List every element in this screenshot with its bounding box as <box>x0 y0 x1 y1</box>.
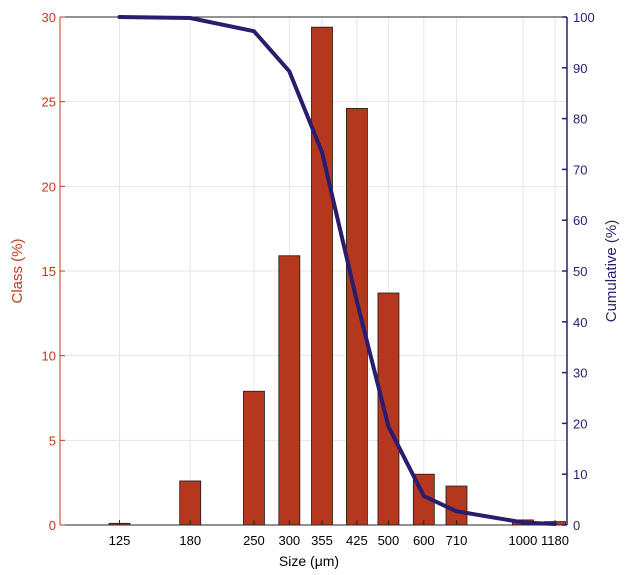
right-y-axis-label: Cumulative (%) <box>603 220 620 323</box>
bar-710 <box>446 486 467 525</box>
left-tick-label-10: 10 <box>42 349 56 364</box>
bar-355 <box>311 27 332 525</box>
x-tick-label-710: 710 <box>446 533 468 548</box>
x-tick-label-250: 250 <box>243 533 265 548</box>
right-tick-label-50: 50 <box>573 264 587 279</box>
x-tick-label-300: 300 <box>278 533 300 548</box>
x-tick-label-125: 125 <box>109 533 131 548</box>
x-tick-label-180: 180 <box>179 533 201 548</box>
right-tick-label-80: 80 <box>573 112 587 127</box>
x-tick-label-355: 355 <box>311 533 333 548</box>
left-tick-label-15: 15 <box>42 264 56 279</box>
cumulative-line-series <box>119 17 555 524</box>
x-tick-label-1000: 1000 <box>508 533 537 548</box>
left-tick-label-25: 25 <box>42 95 56 110</box>
left-y-axis-label: Class (%) <box>9 238 26 303</box>
bar-180 <box>180 481 201 525</box>
right-tick-label-10: 10 <box>573 467 587 482</box>
left-tick-label-30: 30 <box>42 10 56 25</box>
x-tick-label-500: 500 <box>378 533 400 548</box>
x-tick-label-1180: 1180 <box>541 533 569 548</box>
right-tick-label-100: 100 <box>573 10 595 25</box>
x-tick-label-600: 600 <box>413 533 435 548</box>
left-tick-label-5: 5 <box>49 433 56 448</box>
right-tick-label-30: 30 <box>573 366 587 381</box>
right-y-axis: 0 10 20 30 40 50 60 70 80 90 100 <box>562 10 595 533</box>
right-tick-label-60: 60 <box>573 213 587 228</box>
right-tick-label-20: 20 <box>573 416 587 431</box>
right-tick-label-90: 90 <box>573 61 587 76</box>
bar-300 <box>279 256 300 525</box>
bar-500 <box>378 293 399 525</box>
right-tick-label-40: 40 <box>573 315 587 330</box>
x-axis: 125 180 250 300 355 425 500 600 710 1000 1180 <box>109 520 569 548</box>
left-tick-label-20: 20 <box>42 179 56 194</box>
x-axis-label: Size (μm) <box>279 553 339 569</box>
x-tick-label-425: 425 <box>346 533 368 548</box>
right-tick-label-70: 70 <box>573 162 587 177</box>
bar-250 <box>243 391 264 525</box>
right-tick-label-0: 0 <box>573 518 580 533</box>
bar-425 <box>346 108 367 525</box>
left-y-axis: 0 5 10 15 20 25 30 <box>42 10 65 533</box>
left-tick-label-0: 0 <box>49 518 56 533</box>
cumulative-line <box>119 17 555 524</box>
